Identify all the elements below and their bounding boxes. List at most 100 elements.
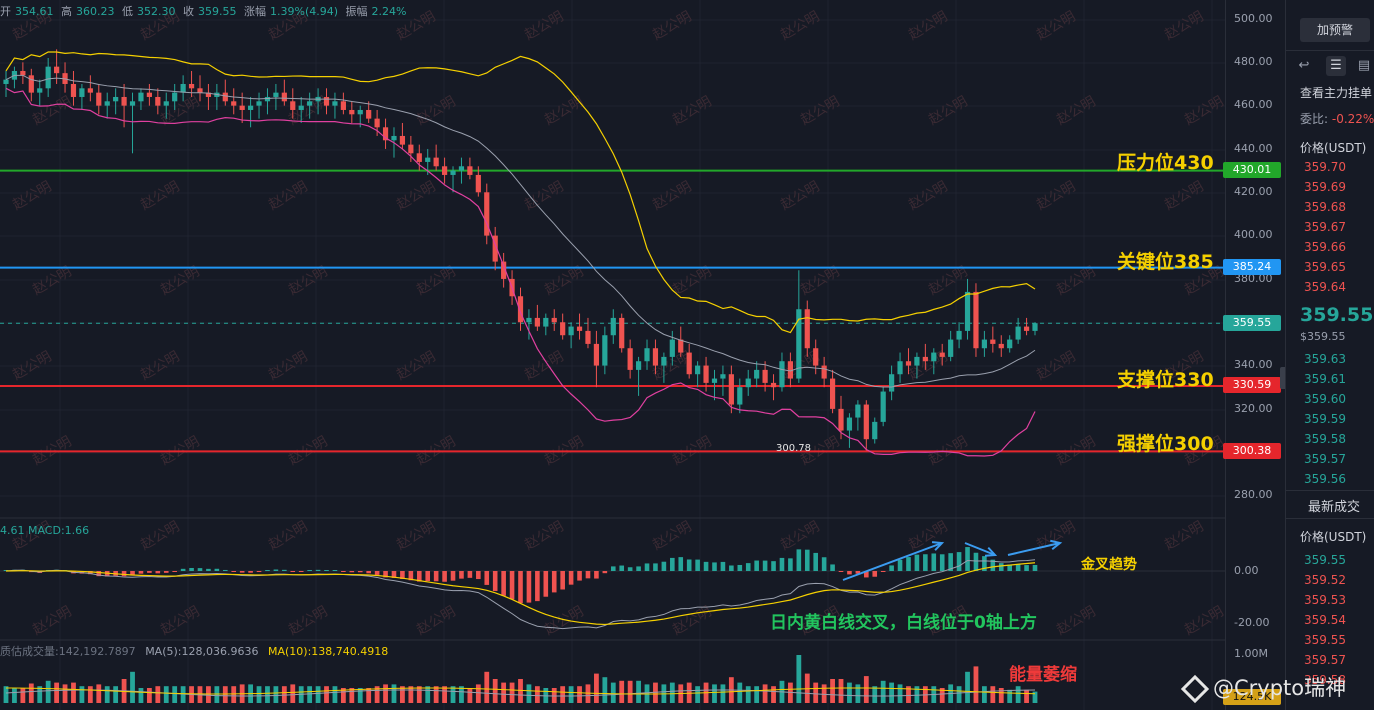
candle-body [922, 356, 928, 362]
bid-price[interactable]: 359.61 [1304, 372, 1346, 386]
volume-bar [610, 682, 616, 703]
level-tag-430: 430.01 [1223, 162, 1281, 178]
ratio-label: 委比: [1300, 112, 1329, 126]
volume-bar [484, 671, 490, 703]
ask-price[interactable]: 359.66 [1304, 240, 1346, 254]
volume-bar [956, 686, 962, 703]
macd-histogram-bar [433, 571, 439, 582]
volume-bar [12, 688, 17, 703]
bid-price[interactable]: 359.57 [1304, 452, 1346, 466]
volume-bar [71, 682, 76, 703]
candle-body [914, 356, 920, 366]
volume-bar [754, 686, 760, 703]
macd-histogram-bar [779, 557, 785, 571]
bid-price[interactable]: 359.58 [1304, 432, 1346, 446]
candle-body [863, 404, 869, 440]
macd-histogram-bar [923, 554, 928, 571]
ask-price[interactable]: 359.65 [1304, 260, 1346, 274]
volume-bar [155, 686, 161, 703]
candle-body [146, 92, 152, 97]
volume-bar [602, 677, 608, 703]
volume-bar [467, 688, 473, 703]
volume-bar [96, 684, 102, 703]
trend-arrow-pullback-head [984, 546, 998, 557]
volume-bar [433, 686, 439, 703]
candle-body [340, 101, 346, 110]
candle-body [231, 101, 237, 106]
candle-body [728, 374, 734, 405]
return-icon[interactable]: ↩ [1298, 58, 1310, 73]
price-tick: 340.00 [1234, 358, 1273, 371]
volume-bar [180, 686, 186, 703]
strong-support-annotation: 强撑位300 [1117, 433, 1214, 455]
order-book-panel: 加预警 ↩ ☰ ▤ 查看主力挂单 委比: -0.22% 价格(USDT) 359… [1285, 0, 1374, 710]
macd-histogram-bar [729, 565, 734, 571]
watermark-text: 赵公明 [522, 9, 566, 44]
candle-body [754, 369, 760, 379]
macd-histogram-bar [206, 568, 211, 571]
macd-histogram-bar [442, 571, 447, 582]
watermark-text: 赵公明 [286, 264, 330, 299]
candle-body [307, 101, 313, 106]
candle-body [20, 70, 26, 76]
ask-price[interactable]: 359.67 [1304, 220, 1346, 234]
last-price-tag: 359.55 [1223, 315, 1281, 331]
macd-histogram-bar [180, 568, 186, 571]
macd-histogram-bar [737, 564, 743, 571]
panel-resize-handle[interactable] [1280, 367, 1288, 389]
candle-body [129, 101, 136, 106]
watermark-text: 赵公明 [1034, 9, 1078, 44]
watermark-text: 赵公明 [522, 349, 566, 384]
candle-body [188, 83, 195, 89]
bid-price[interactable]: 359.60 [1304, 392, 1346, 406]
macd-histogram-bar [982, 556, 987, 571]
ask-price[interactable]: 359.70 [1304, 160, 1346, 174]
bid-price[interactable]: 359.56 [1304, 472, 1346, 486]
layout-both-icon[interactable]: ☰ [1326, 56, 1346, 76]
volume-bar [256, 686, 262, 703]
kline-chart-svg[interactable]: 赵公明 赵公明 赵公明 赵公明 赵公明 赵公明 赵公明 赵公明 赵公明 赵公明赵公明 赵公明 赵公明赵… [0, 0, 1225, 710]
layout-bids-icon[interactable]: ▤ [1357, 58, 1371, 73]
macd-histogram-bar [872, 571, 878, 577]
macd-histogram-bar [560, 571, 565, 590]
main-order-link[interactable]: 查看主力挂单 [1300, 86, 1373, 100]
high-label: 高 [61, 5, 72, 18]
volume-bar [568, 686, 574, 703]
watermark-text: 赵公明 [30, 604, 74, 639]
candle-body [155, 96, 161, 106]
candle-body [737, 387, 743, 405]
trade-price: 359.54 [1304, 613, 1346, 627]
macd-histogram-bar [889, 565, 894, 571]
bid-price[interactable]: 359.59 [1304, 412, 1346, 426]
candle-body [1015, 326, 1021, 340]
candle-body [686, 352, 692, 375]
candle-body [543, 317, 549, 327]
macd-histogram-bar [939, 554, 945, 571]
candle-body [652, 348, 659, 366]
macd-histogram-bar [788, 558, 793, 571]
candle-body [492, 235, 498, 262]
watermark-text: 赵公明 [266, 349, 310, 384]
kline-chart-area[interactable]: 赵公明 赵公明 赵公明 赵公明 赵公明 赵公明 赵公明 赵公明 赵公明 赵公明 赵公明 赵公明 赵公明赵… [0, 0, 1225, 710]
ask-price[interactable]: 359.69 [1304, 180, 1346, 194]
candle-body [1032, 323, 1038, 331]
ask-price[interactable]: 359.64 [1304, 280, 1346, 294]
volume-bar [619, 680, 625, 703]
volume-bar [172, 686, 178, 703]
add-alert-button[interactable]: 加预警 [1300, 18, 1370, 42]
volume-bar [146, 688, 152, 703]
macd-histogram-bar [256, 571, 262, 573]
divider [1286, 50, 1374, 51]
candle-body [931, 352, 937, 362]
bid-price[interactable]: 359.63 [1304, 352, 1346, 366]
ask-price[interactable]: 359.68 [1304, 200, 1346, 214]
volume-bar [222, 686, 228, 703]
candle-body [205, 92, 212, 97]
macd-histogram-bar [686, 559, 692, 571]
latest-trades-tab[interactable]: 最新成交 [1308, 500, 1361, 515]
macd-histogram-bar [315, 569, 321, 571]
price-axis[interactable]: 500.00 480.00 460.00 440.00 420.00 400.0… [1223, 0, 1286, 710]
macd-histogram-bar [324, 570, 329, 571]
macd-histogram-bar [459, 571, 464, 579]
close-label: 收 [183, 5, 194, 18]
